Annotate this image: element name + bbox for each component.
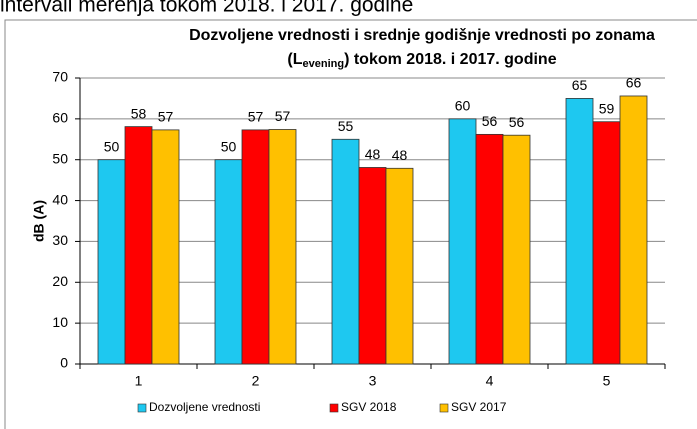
y-tick-label: 0 [60,355,68,371]
value-label: 57 [248,109,264,125]
header-text: intervali merenja tokom 2018. i 2017. go… [0,0,413,17]
y-tick-label: 30 [52,232,68,248]
value-label: 50 [104,138,120,154]
y-tick-label: 60 [52,110,68,126]
x-tick-label: 3 [369,373,377,389]
value-label: 56 [482,113,498,129]
chart-title: Dozvoljene vrednosti i srednje godišnje … [189,27,655,44]
y-tick-label: 50 [52,150,68,166]
y-tick-label: 10 [52,314,68,330]
x-tick-label: 5 [603,373,611,389]
bar [214,159,243,365]
y-axis-label: dB (A) [31,200,47,242]
bar [448,118,477,365]
bar [331,138,360,365]
bar [565,98,594,365]
bar [385,167,414,365]
title-subscript: evening [303,58,345,70]
bar [268,129,297,365]
bar [619,95,648,365]
y-tick-label: 20 [52,273,68,289]
x-tick-label: 2 [252,373,260,389]
bar [502,134,531,365]
legend-swatch [329,403,339,413]
value-label: 59 [599,100,615,116]
bar [97,159,126,365]
bar [151,129,180,365]
value-label: 60 [455,98,471,114]
legend-swatch [439,403,449,413]
legend-swatch [137,403,147,413]
value-label: 65 [572,77,588,93]
x-tick-label: 4 [486,373,494,389]
y-tick-label: 70 [52,69,68,85]
legend-label: SGV 2017 [451,400,507,414]
value-label: 57 [158,109,174,125]
bar [592,121,621,365]
bar [124,126,153,365]
title-part: (L [287,51,302,68]
value-label: 58 [131,105,147,121]
bar [358,167,387,365]
title-part: ) tokom 2018. i 2017. godine [344,51,557,68]
value-label: 66 [626,75,642,91]
chart-title: (Levening) tokom 2018. i 2017. godine [287,51,556,70]
value-label: 57 [275,108,291,124]
value-label: 48 [365,146,381,162]
legend-label: Dozvoljene vrednosti [149,400,260,414]
value-label: 48 [392,147,408,163]
legend-label: SGV 2018 [341,400,397,414]
x-tick-label: 1 [135,373,143,389]
value-label: 50 [221,138,237,154]
y-tick-label: 40 [52,191,68,207]
bar [475,133,504,365]
bar [241,129,270,365]
value-label: 55 [338,118,354,134]
value-label: 56 [509,114,525,130]
